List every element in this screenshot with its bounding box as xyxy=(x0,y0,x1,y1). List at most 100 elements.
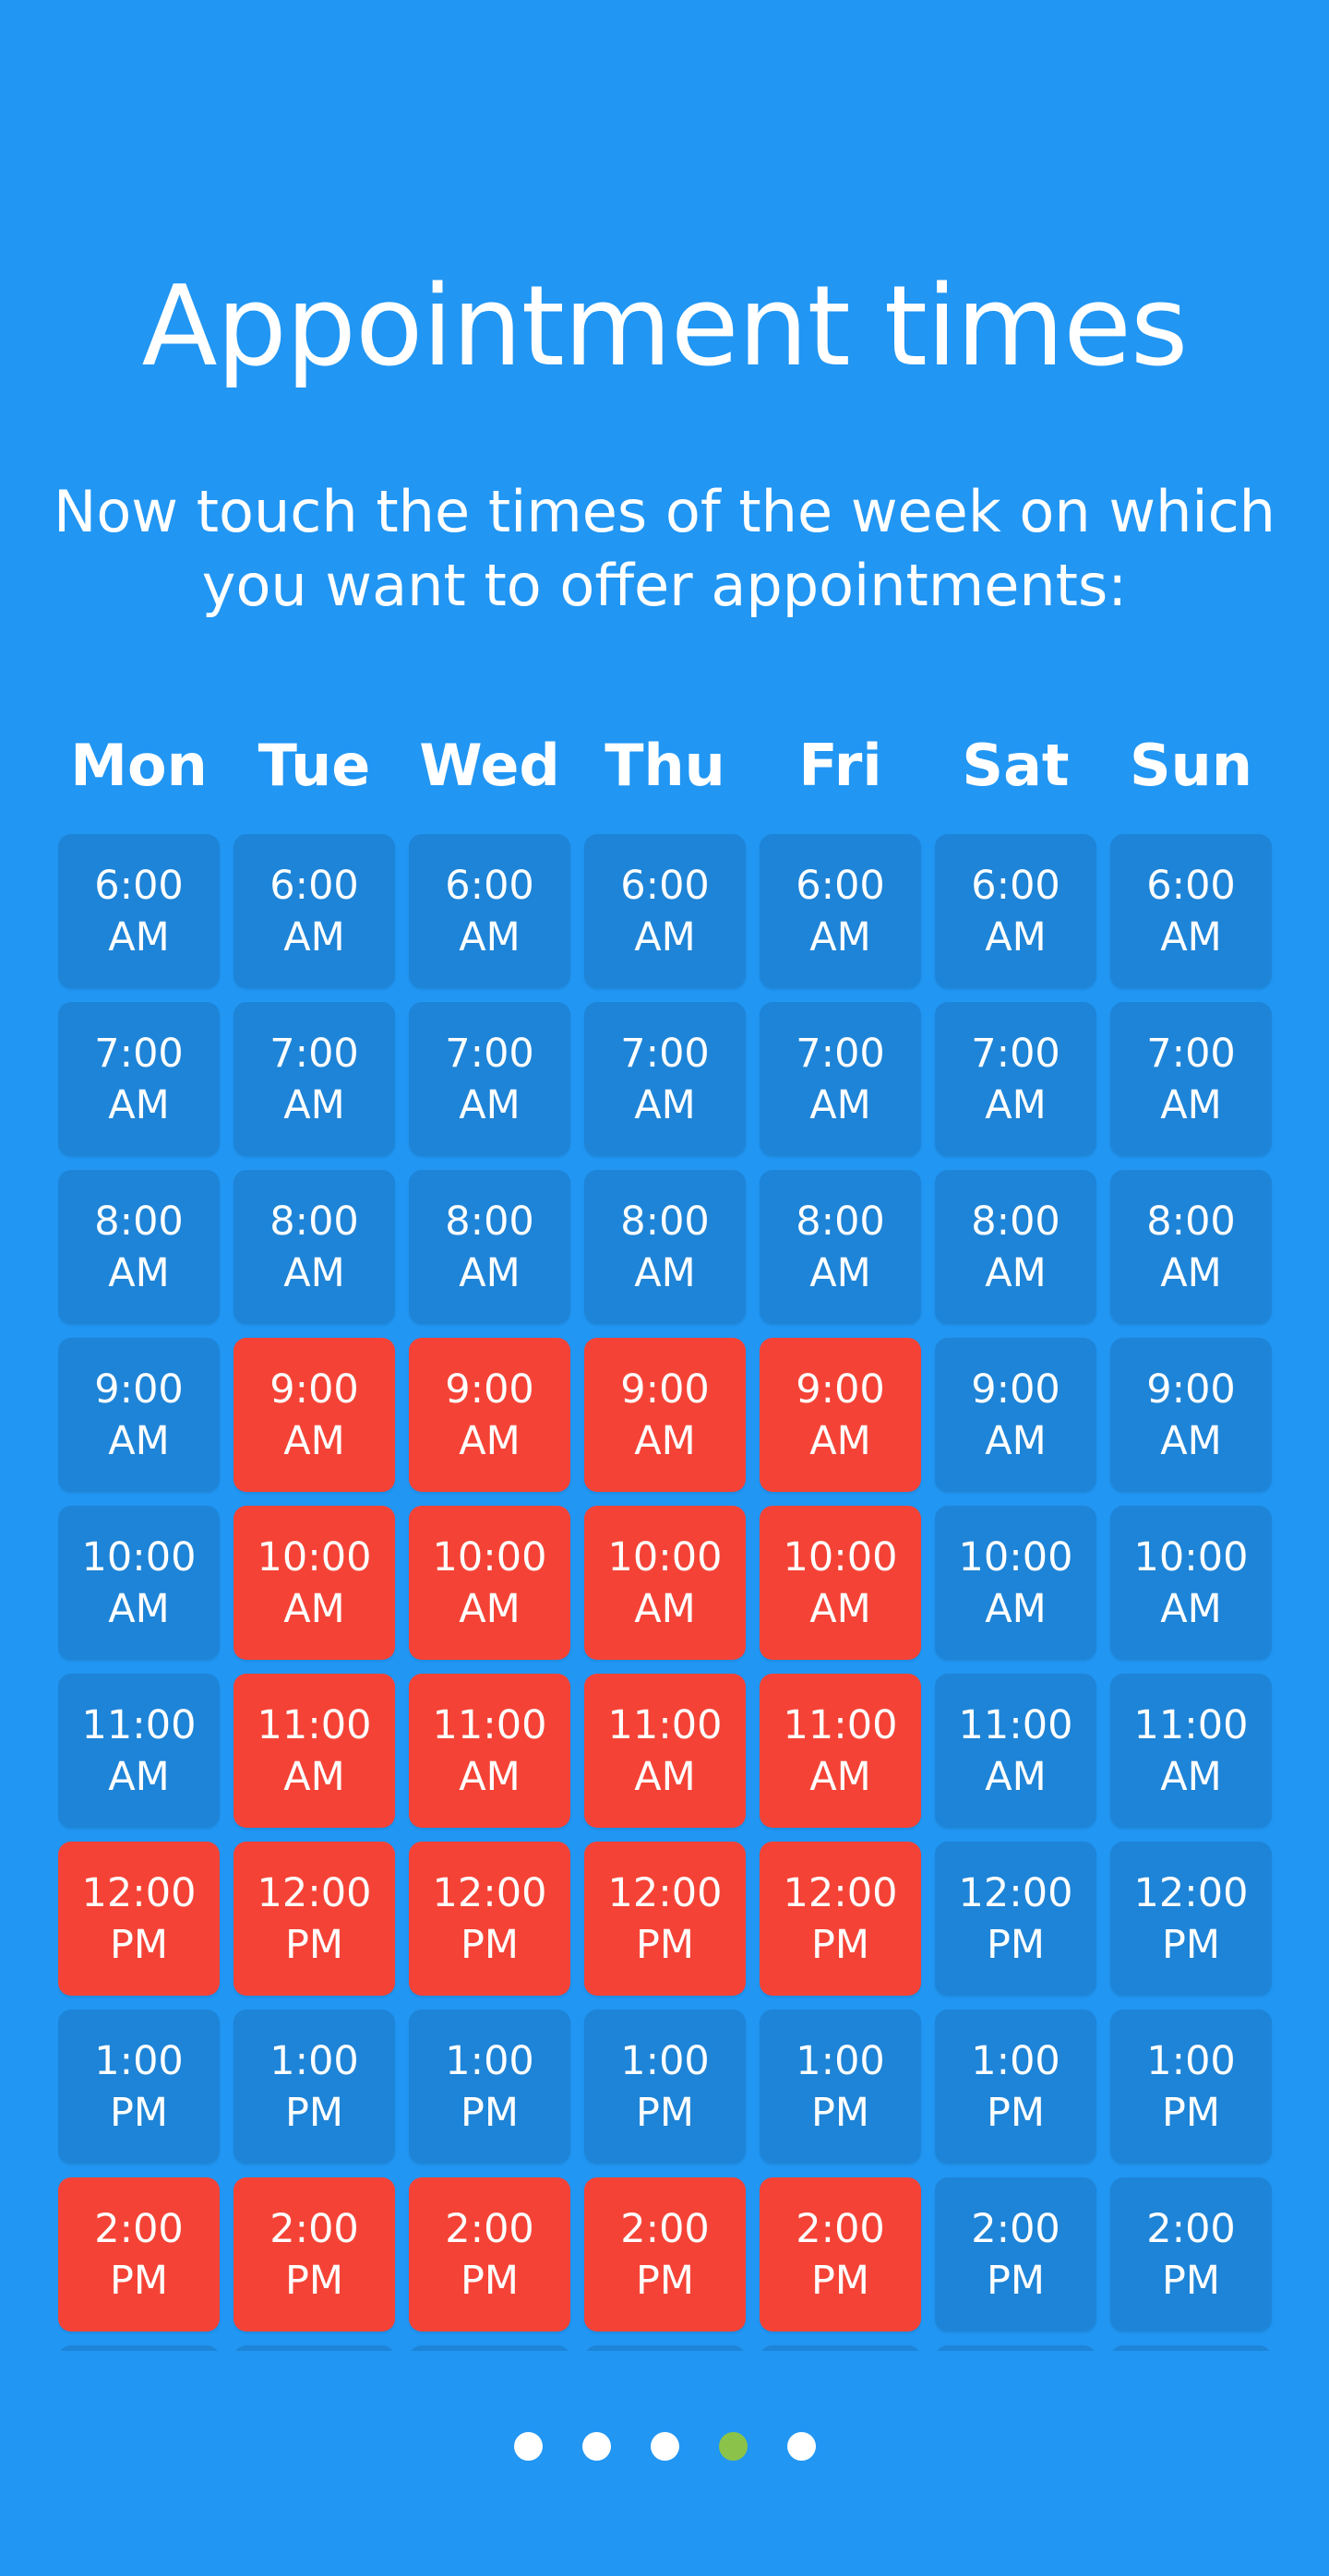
time-slot-sun[interactable]: 2:00 PM xyxy=(1110,2177,1272,2332)
page-dot-active[interactable] xyxy=(718,2432,748,2461)
time-slot-tue[interactable]: 2:00 PM xyxy=(233,2177,395,2332)
time-slot-period: PM xyxy=(460,1921,520,1968)
page-dot[interactable] xyxy=(786,2432,816,2461)
time-slot-tue[interactable]: 11:00 AM xyxy=(233,1674,395,1828)
time-slot-sun[interactable]: 1:00 PM xyxy=(1110,2010,1272,2164)
time-slot-fri[interactable] xyxy=(760,2345,921,2351)
time-slot-fri[interactable]: 7:00 AM xyxy=(760,1002,921,1156)
time-slot-thu[interactable]: 7:00 AM xyxy=(584,1002,746,1156)
time-slot-thu[interactable]: 10:00 AM xyxy=(584,1506,746,1660)
time-slot-fri[interactable]: 9:00 AM xyxy=(760,1338,921,1492)
time-slot-thu[interactable]: 11:00 AM xyxy=(584,1674,746,1828)
time-slot-time: 8:00 xyxy=(620,1198,710,1245)
time-slot-sun[interactable]: 7:00 AM xyxy=(1110,1002,1272,1156)
time-slot-time: 12:00 xyxy=(958,1869,1073,1916)
time-slot-sat[interactable]: 2:00 PM xyxy=(935,2177,1096,2332)
time-slot-time: 9:00 xyxy=(620,1366,710,1413)
time-slot-tue[interactable]: 9:00 AM xyxy=(233,1338,395,1492)
time-slot-fri[interactable]: 11:00 AM xyxy=(760,1674,921,1828)
time-slot-sun[interactable]: 9:00 AM xyxy=(1110,1338,1272,1492)
time-slot-time: 6:00 xyxy=(269,862,359,909)
time-slot-wed[interactable]: 11:00 AM xyxy=(409,1674,570,1828)
time-slot-mon[interactable]: 9:00 AM xyxy=(58,1338,220,1492)
time-slot-period: AM xyxy=(634,1081,696,1128)
time-slot-fri[interactable]: 10:00 AM xyxy=(760,1506,921,1660)
time-slot-sat[interactable]: 11:00 AM xyxy=(935,1674,1096,1828)
time-slot-sun[interactable]: 6:00 AM xyxy=(1110,834,1272,988)
time-slot-time: 2:00 xyxy=(445,2205,534,2252)
day-header-fri: Fri xyxy=(798,732,882,799)
time-slot-sat[interactable]: 12:00 PM xyxy=(935,1842,1096,1996)
time-slot-wed[interactable]: 10:00 AM xyxy=(409,1506,570,1660)
time-slot-sun[interactable] xyxy=(1110,2345,1272,2351)
time-slot-sat[interactable]: 10:00 AM xyxy=(935,1506,1096,1660)
time-slot-thu[interactable]: 8:00 AM xyxy=(584,1170,746,1324)
time-slot-tue[interactable]: 6:00 AM xyxy=(233,834,395,988)
time-slot-mon[interactable]: 12:00 PM xyxy=(58,1842,220,1996)
time-slot-wed[interactable]: 1:00 PM xyxy=(409,2010,570,2164)
time-slot-sun[interactable]: 12:00 PM xyxy=(1110,1842,1272,1996)
time-slot-period: AM xyxy=(809,1585,871,1632)
time-slot-time: 9:00 xyxy=(796,1366,885,1413)
time-slot-sat[interactable] xyxy=(935,2345,1096,2351)
time-slot-mon[interactable]: 6:00 AM xyxy=(58,834,220,988)
time-slot-mon[interactable]: 7:00 AM xyxy=(58,1002,220,1156)
time-slot-time: 10:00 xyxy=(783,1533,898,1580)
time-slot-wed[interactable]: 7:00 AM xyxy=(409,1002,570,1156)
time-slot-time: 6:00 xyxy=(620,862,710,909)
time-slot-period: AM xyxy=(1160,1081,1222,1128)
time-slot-mon[interactable]: 8:00 AM xyxy=(58,1170,220,1324)
time-slot-sat[interactable]: 8:00 AM xyxy=(935,1170,1096,1324)
time-slot-period: AM xyxy=(459,1585,521,1632)
time-slot-period: PM xyxy=(986,2257,1046,2304)
time-slot-period: PM xyxy=(460,2257,520,2304)
time-slot-wed[interactable]: 6:00 AM xyxy=(409,834,570,988)
time-slot-wed[interactable]: 2:00 PM xyxy=(409,2177,570,2332)
page-dot[interactable] xyxy=(650,2432,679,2461)
time-slot-period: PM xyxy=(109,2089,169,2136)
time-slot-wed[interactable]: 12:00 PM xyxy=(409,1842,570,1996)
page-dot[interactable] xyxy=(581,2432,611,2461)
time-slot-fri[interactable]: 1:00 PM xyxy=(760,2010,921,2164)
time-slot-mon[interactable]: 1:00 PM xyxy=(58,2010,220,2164)
time-slot-tue[interactable]: 12:00 PM xyxy=(233,1842,395,1996)
time-slot-thu[interactable]: 12:00 PM xyxy=(584,1842,746,1996)
time-slot-time: 8:00 xyxy=(796,1198,885,1245)
time-slot-fri[interactable]: 12:00 PM xyxy=(760,1842,921,1996)
time-slot-tue[interactable]: 10:00 AM xyxy=(233,1506,395,1660)
time-slot-mon[interactable]: 2:00 PM xyxy=(58,2177,220,2332)
time-slot-tue[interactable] xyxy=(233,2345,395,2351)
time-slot-sat[interactable]: 6:00 AM xyxy=(935,834,1096,988)
time-slot-wed[interactable]: 9:00 AM xyxy=(409,1338,570,1492)
time-slot-sun[interactable]: 11:00 AM xyxy=(1110,1674,1272,1828)
time-slot-sat[interactable]: 7:00 AM xyxy=(935,1002,1096,1156)
time-slot-time: 2:00 xyxy=(971,2205,1060,2252)
time-slot-tue[interactable]: 8:00 AM xyxy=(233,1170,395,1324)
time-slot-wed[interactable] xyxy=(409,2345,570,2351)
time-slot-fri[interactable]: 2:00 PM xyxy=(760,2177,921,2332)
time-slot-wed[interactable]: 8:00 AM xyxy=(409,1170,570,1324)
time-slot-fri[interactable]: 6:00 AM xyxy=(760,834,921,988)
time-slot-mon[interactable]: 11:00 AM xyxy=(58,1674,220,1828)
time-slot-mon[interactable] xyxy=(58,2345,220,2351)
time-slot-sun[interactable]: 8:00 AM xyxy=(1110,1170,1272,1324)
time-slot-time: 2:00 xyxy=(1146,2205,1236,2252)
time-slot-tue[interactable]: 7:00 AM xyxy=(233,1002,395,1156)
time-slot-sun[interactable]: 10:00 AM xyxy=(1110,1506,1272,1660)
time-slot-period: PM xyxy=(460,2089,520,2136)
time-slot-time: 2:00 xyxy=(94,2205,184,2252)
time-slot-period: AM xyxy=(634,913,696,960)
time-slot-thu[interactable]: 9:00 AM xyxy=(584,1338,746,1492)
time-slot-thu[interactable]: 1:00 PM xyxy=(584,2010,746,2164)
time-slot-sat[interactable]: 9:00 AM xyxy=(935,1338,1096,1492)
time-slot-sat[interactable]: 1:00 PM xyxy=(935,2010,1096,2164)
time-slot-thu[interactable]: 6:00 AM xyxy=(584,834,746,988)
time-slot-tue[interactable]: 1:00 PM xyxy=(233,2010,395,2164)
time-slot-time: 9:00 xyxy=(1146,1366,1236,1413)
time-slot-fri[interactable]: 8:00 AM xyxy=(760,1170,921,1324)
time-slot-scroll-area[interactable]: 6:00 AM 6:00 AM 6:00 AM 6:00 AM 6:00 AM 6:00 AM 6:00… xyxy=(58,834,1276,2351)
time-slot-mon[interactable]: 10:00 AM xyxy=(58,1506,220,1660)
time-slot-thu[interactable] xyxy=(584,2345,746,2351)
time-slot-thu[interactable]: 2:00 PM xyxy=(584,2177,746,2332)
page-dot[interactable] xyxy=(513,2432,543,2461)
